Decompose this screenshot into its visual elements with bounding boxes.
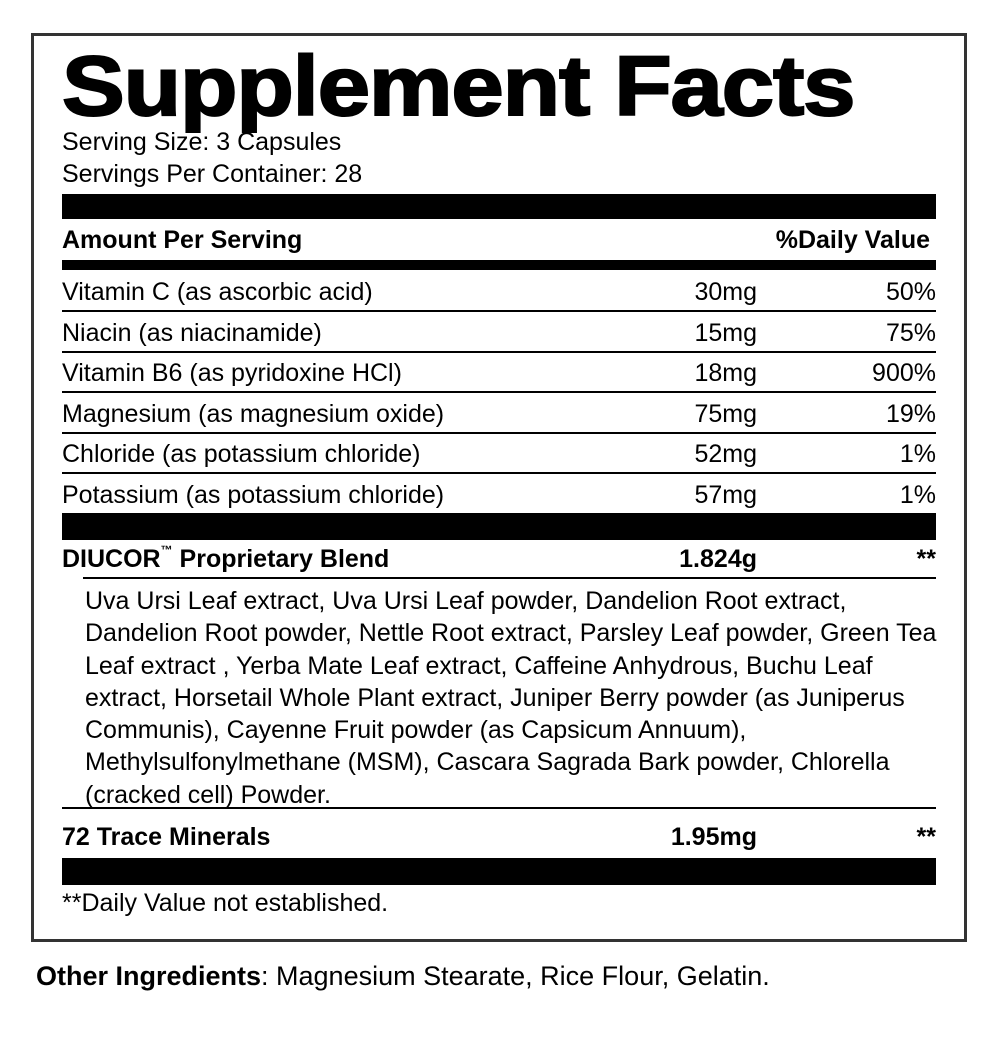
nutrient-row: Niacin (as niacinamide) 15mg 75% <box>62 311 936 351</box>
blend-row: DIUCOR™ Proprietary Blend 1.824g ** <box>62 537 936 577</box>
divider-bar <box>62 858 936 885</box>
panel-title: Supplement Facts <box>61 39 857 133</box>
row-divider <box>62 472 936 474</box>
nutrient-name: Chloride (as potassium chloride) <box>62 440 421 468</box>
nutrient-name: Niacin (as niacinamide) <box>62 318 322 347</box>
row-divider <box>62 807 936 809</box>
row-divider <box>83 577 936 579</box>
column-header: Amount Per Serving %Daily Value <box>62 218 936 258</box>
nutrient-name: Vitamin B6 (as pyridoxine HCl) <box>62 359 402 387</box>
trademark: ™ <box>160 543 173 557</box>
nutrient-dv: 1% <box>899 480 936 509</box>
blend-dv: ** <box>916 545 936 573</box>
trace-dv: ** <box>916 823 936 851</box>
nutrient-name: Vitamin C (as ascorbic acid) <box>62 278 373 306</box>
nutrient-amount: 52mg <box>694 440 757 468</box>
servings-per-container: Servings Per Container: 28 <box>62 160 363 188</box>
blend-brand: DIUCOR <box>62 545 161 573</box>
nutrient-name: Potassium (as potassium chloride) <box>62 480 445 509</box>
supplement-facts-panel <box>31 33 967 942</box>
nutrient-dv: 900% <box>872 359 936 387</box>
trace-amount: 1.95mg <box>670 823 757 851</box>
other-ingredients-label: Other Ingredients <box>36 961 262 991</box>
row-divider <box>62 431 936 434</box>
nutrient-dv: 50% <box>885 278 936 306</box>
row-divider <box>62 391 936 393</box>
trace-name: 72 Trace Minerals <box>62 823 271 851</box>
blend-ingredients: Uva Ursi Leaf extract, Uva Ursi Leaf pow… <box>85 587 937 809</box>
footnote: **Daily Value not established. <box>62 889 389 917</box>
divider-bar <box>62 513 936 540</box>
blend-name: DIUCOR™ Proprietary Blend <box>62 543 390 574</box>
nutrient-row: Magnesium (as magnesium oxide) 75mg 19% <box>62 392 936 432</box>
amount-per-serving-header: Amount Per Serving <box>62 226 303 254</box>
nutrient-amount: 15mg <box>694 318 757 347</box>
nutrient-amount: 75mg <box>694 399 757 428</box>
nutrient-row: Chloride (as potassium chloride) 52mg 1% <box>62 432 936 472</box>
blend-amount: 1.824g <box>679 545 757 573</box>
row-divider <box>62 350 936 353</box>
nutrient-amount: 18mg <box>694 359 757 387</box>
nutrient-row: Potassium (as potassium chloride) 57mg 1… <box>62 473 936 513</box>
row-divider <box>62 310 936 312</box>
other-ingredients-text: : Magnesium Stearate, Rice Flour, Gelati… <box>261 961 770 991</box>
nutrient-row: Vitamin B6 (as pyridoxine HCl) 18mg 900% <box>62 351 936 391</box>
divider-bar <box>62 194 936 219</box>
blend-suffix: Proprietary Blend <box>172 545 390 573</box>
nutrient-row: Vitamin C (as ascorbic acid) 30mg 50% <box>62 270 936 310</box>
other-ingredients: Other Ingredients: Magnesium Stearate, R… <box>36 961 770 992</box>
nutrient-dv: 1% <box>899 440 936 468</box>
trace-minerals-row: 72 Trace Minerals 1.95mg ** <box>62 815 936 855</box>
divider-bar <box>62 260 936 270</box>
nutrient-amount: 57mg <box>694 480 757 509</box>
nutrient-dv: 19% <box>885 399 936 428</box>
daily-value-header: %Daily Value <box>775 226 930 254</box>
nutrient-amount: 30mg <box>694 278 757 306</box>
serving-size: Serving Size: 3 Capsules <box>62 128 342 156</box>
nutrient-name: Magnesium (as magnesium oxide) <box>62 399 445 428</box>
nutrient-dv: 75% <box>885 318 936 347</box>
